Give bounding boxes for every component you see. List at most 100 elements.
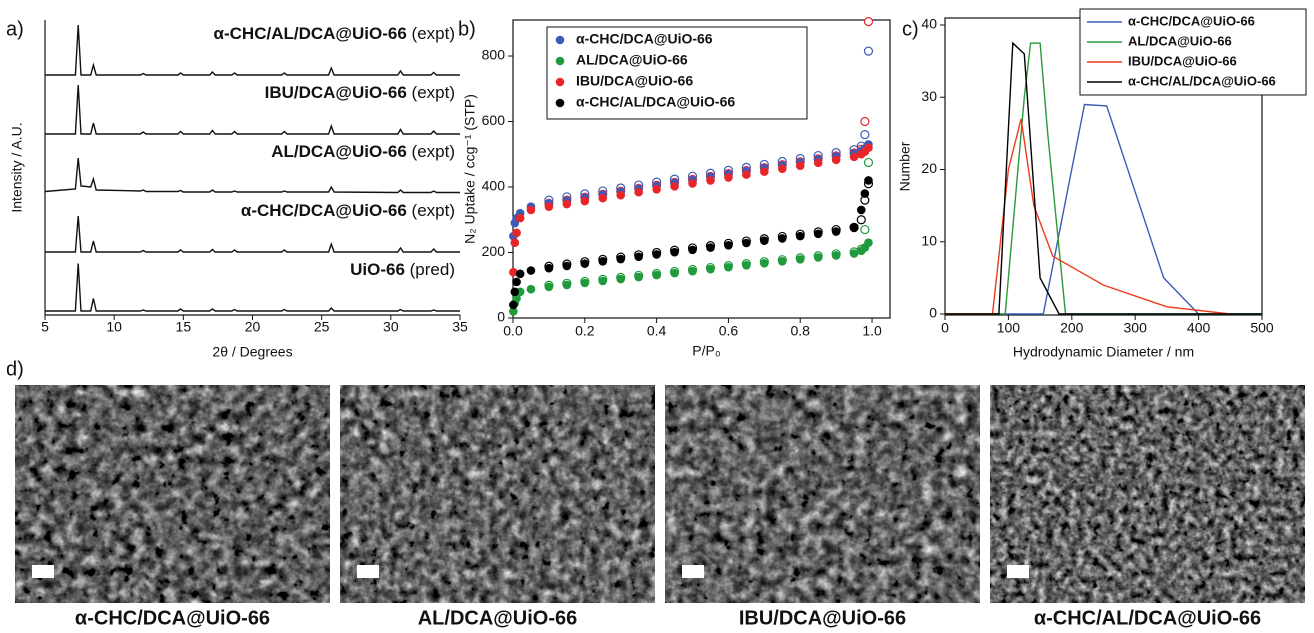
adsorption-point — [616, 274, 626, 284]
adsorption-point — [512, 294, 521, 303]
adsorption-point — [670, 182, 679, 191]
adsorption-point — [831, 227, 841, 236]
adsorption-point — [856, 205, 866, 215]
legend-marker — [555, 77, 565, 87]
pattern-suffix: (expt) — [412, 201, 455, 220]
y-tick-label: 20 — [921, 160, 937, 176]
sem-images: α-CHC/DCA@UiO-66 AL/DCA@UiO-66 IBU/DCA@UiO… — [15, 385, 1305, 629]
x-axis-label: 2θ / Degrees — [212, 344, 292, 360]
adsorption-point — [634, 187, 643, 197]
adsorption-point — [831, 251, 841, 260]
sem-image — [15, 385, 330, 603]
pattern-label: UiO-66 (pred) — [350, 260, 455, 279]
adsorption-point — [580, 259, 590, 268]
image-caption: AL/DCA@UiO-66 — [418, 607, 578, 629]
legend-label: IBU/DCA@UiO-66 — [1128, 53, 1237, 68]
adsorption-point — [831, 155, 841, 165]
sem-image — [990, 385, 1305, 603]
adsorption-point — [652, 270, 661, 280]
pattern-label: α-CHC/DCA@UiO-66 (expt) — [241, 201, 455, 220]
plot-frame — [512, 19, 891, 319]
adsorption-point — [510, 287, 520, 297]
adsorption-point — [509, 300, 518, 310]
x-tick-label: 0.8 — [791, 323, 811, 339]
pattern-name: α-CHC/AL/DCA@UiO-66 — [214, 24, 407, 43]
scale-bar — [357, 565, 379, 578]
pattern-line — [45, 263, 460, 312]
adsorption-point — [670, 247, 679, 257]
adsorption-point — [515, 269, 525, 279]
pattern-name: α-CHC/DCA@UiO-66 — [241, 201, 407, 220]
y-tick-label: 0 — [929, 305, 937, 321]
adsorption-point — [562, 261, 572, 271]
scale-bar — [1007, 565, 1029, 578]
x-tick-label: 0.2 — [575, 323, 595, 339]
pattern-name: IBU/DCA@UiO-66 — [265, 83, 407, 102]
adsorption-point — [813, 253, 823, 262]
adsorption-point — [526, 266, 536, 275]
sem-image — [665, 385, 980, 603]
adsorption-point — [864, 143, 873, 153]
pattern-suffix: (expt) — [412, 83, 455, 102]
x-tick-label: 15 — [176, 319, 192, 335]
adsorption-point — [864, 238, 873, 247]
adsorption-point — [706, 176, 715, 185]
adsorption-point — [777, 164, 787, 173]
adsorption-point — [580, 196, 590, 206]
legend-label: AL/DCA@UiO-66 — [1128, 33, 1232, 48]
scale-bar — [32, 565, 54, 578]
adsorption-point — [795, 255, 805, 264]
desorption-point — [860, 130, 870, 140]
panel-label: a) — [6, 18, 24, 40]
panel-label: b) — [458, 18, 476, 40]
desorption-point — [863, 157, 874, 168]
y-tick-label: 200 — [482, 243, 506, 259]
image-caption: α-CHC/AL/DCA@UiO-66 — [1034, 607, 1261, 629]
adsorption-point — [724, 241, 733, 250]
panel-label: c) — [902, 18, 919, 40]
legend-box — [1079, 8, 1307, 96]
adsorption-point — [742, 170, 751, 179]
adsorption-point — [795, 231, 805, 241]
adsorption-point — [544, 263, 554, 273]
adsorption-point — [509, 307, 518, 316]
adsorption-point — [670, 268, 679, 278]
adsorption-point — [515, 213, 525, 223]
size-line — [945, 118, 1231, 315]
x-tick-label: 0.0 — [503, 323, 523, 339]
x-tick-label: 0 — [941, 320, 949, 336]
adsorption-point — [724, 262, 733, 272]
desorption-point — [863, 17, 874, 27]
pattern-label: IBU/DCA@UiO-66 (expt) — [265, 83, 455, 102]
x-tick-label: 5 — [41, 319, 49, 335]
x-tick-label: 400 — [1187, 320, 1211, 336]
adsorption-point — [706, 243, 715, 252]
legend-marker — [555, 35, 565, 45]
legend-marker — [555, 98, 565, 108]
x-tick-label: 20 — [245, 319, 261, 335]
size-line — [945, 103, 1262, 315]
adsorption-point — [777, 257, 787, 266]
y-axis-label: N₂ Uptake / ccg⁻¹ (STP) — [462, 94, 478, 244]
adsorption-point — [544, 282, 554, 292]
x-axis-label: P/P₀ — [692, 343, 721, 359]
pattern-line — [44, 158, 460, 194]
pattern-suffix: (pred) — [410, 260, 455, 279]
y-axis-label: Number — [897, 141, 913, 191]
adsorption-point — [860, 189, 870, 198]
adsorption-point — [509, 267, 518, 277]
pattern-line — [45, 216, 460, 253]
adsorption-point — [544, 202, 554, 211]
x-tick-label: 200 — [1060, 320, 1084, 336]
sem-image — [340, 385, 655, 603]
desorption-point — [860, 116, 870, 127]
pattern-line — [45, 25, 460, 76]
y-tick-label: 0 — [497, 309, 505, 325]
pattern-suffix: (expt) — [412, 24, 455, 43]
legend-label: α-CHC/DCA@UiO-66 — [1128, 13, 1255, 28]
adsorption-point — [742, 260, 751, 270]
desorption-point — [863, 46, 874, 56]
adsorption-point — [598, 276, 608, 286]
desorption-point — [860, 224, 870, 235]
